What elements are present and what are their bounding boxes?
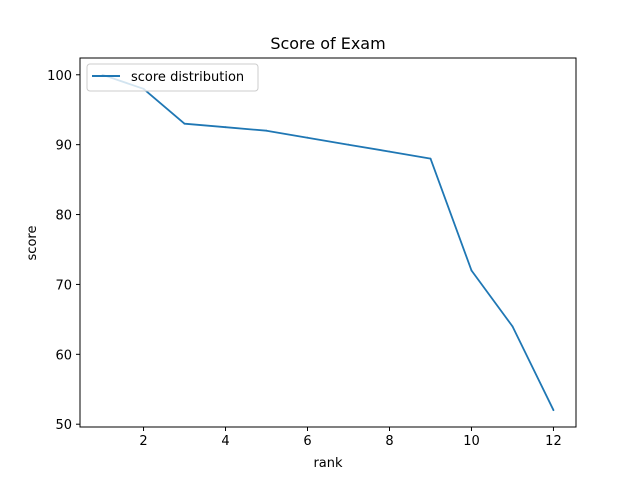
y-axis: 50 60 70 80 90 100: [47, 69, 80, 433]
x-tick-label: 6: [303, 434, 311, 449]
chart-title: Score of Exam: [270, 34, 385, 53]
y-tick-label: 70: [55, 278, 72, 293]
x-tick-label: 10: [463, 434, 480, 449]
legend: score distribution: [86, 63, 259, 92]
series-layer: [101, 73, 555, 412]
data-point: [347, 143, 350, 146]
legend-box: [86, 63, 259, 92]
y-axis-label: score: [25, 226, 40, 261]
data-point: [388, 150, 391, 153]
data-point: [183, 122, 186, 125]
series-line: [102, 73, 555, 411]
y-tick-label: 60: [55, 348, 72, 363]
x-axis: 2 4 6 8 10 12: [139, 427, 562, 449]
y-tick-label: 100: [47, 69, 72, 84]
x-axis-label: rank: [313, 456, 343, 471]
data-point: [224, 126, 227, 129]
x-tick-label: 2: [139, 434, 147, 449]
x-tick-label: 4: [221, 434, 229, 449]
y-tick-label: 50: [55, 418, 72, 433]
data-point: [511, 325, 514, 328]
x-tick-label: 12: [545, 434, 562, 449]
data-point: [429, 157, 432, 160]
data-point: [552, 409, 555, 412]
y-tick-label: 80: [55, 209, 72, 224]
x-tick-label: 8: [385, 434, 393, 449]
data-point: [265, 129, 268, 132]
y-tick-label: 90: [55, 139, 72, 154]
legend-label: score distribution: [131, 70, 244, 85]
plot-frame: [79, 57, 577, 428]
data-point: [306, 136, 309, 139]
data-point: [470, 269, 473, 272]
plot-area: [79, 57, 577, 428]
